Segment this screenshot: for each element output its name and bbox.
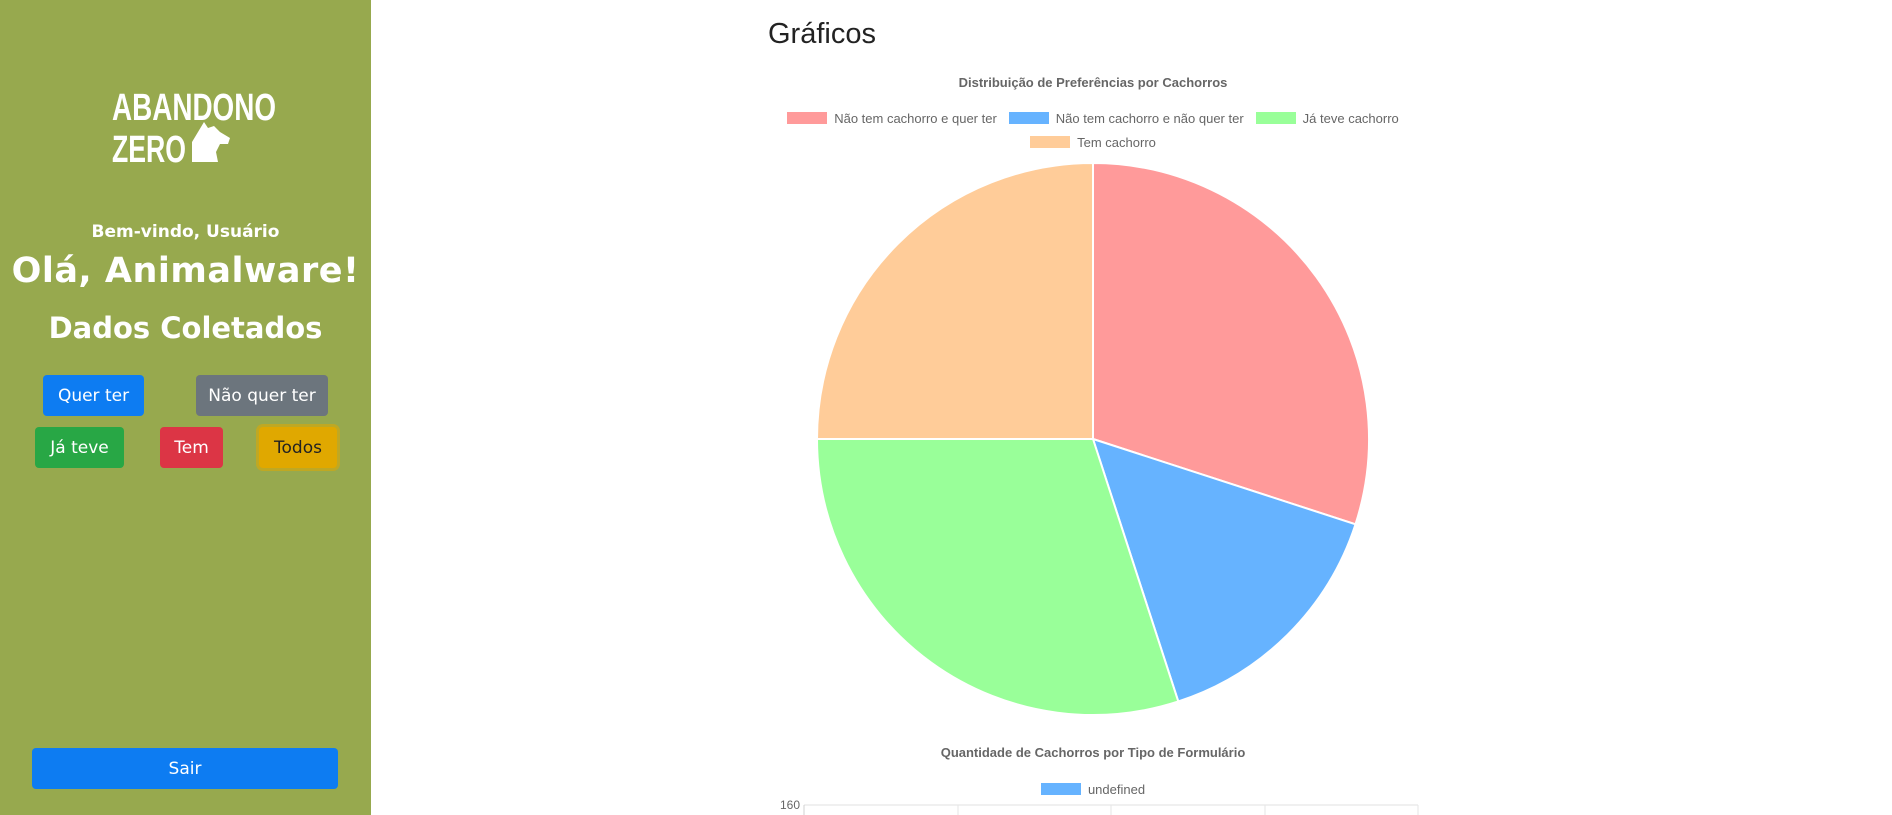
legend-label: Já teve cachorro bbox=[1302, 110, 1399, 126]
page-title: Gráficos bbox=[768, 18, 876, 50]
abandono-zero-logo: ABANDONO ZERO bbox=[112, 87, 276, 166]
pie-chart-title: Distribuição de Preferências por Cachorr… bbox=[958, 75, 1228, 90]
logout-button[interactable]: Sair bbox=[32, 748, 338, 789]
pie-chart bbox=[815, 161, 1370, 716]
legend-item[interactable]: Já teve cachorro bbox=[1255, 110, 1399, 126]
pie-slice[interactable] bbox=[1092, 161, 1370, 526]
legend-label: Não tem cachorro e não quer ter bbox=[1055, 110, 1244, 126]
filter-quer-ter-button[interactable]: Quer ter bbox=[43, 375, 144, 416]
sidebar: ABANDONO ZERO Bem-vindo, Usuário Olá, An… bbox=[0, 0, 371, 815]
pie-slice[interactable] bbox=[1091, 437, 1357, 703]
welcome-text: Bem-vindo, Usuário bbox=[91, 222, 280, 242]
filter-nao-quer-ter-button[interactable]: Não quer ter bbox=[196, 375, 328, 416]
y-tick-label: 160 bbox=[780, 798, 800, 812]
legend-swatch bbox=[1255, 112, 1296, 124]
pie-slice[interactable] bbox=[815, 438, 1180, 716]
legend-swatch bbox=[1030, 136, 1071, 148]
legend-item[interactable]: undefined bbox=[1040, 781, 1146, 797]
legend-label: undefined bbox=[1087, 781, 1146, 797]
legend-label: Tem cachorro bbox=[1077, 134, 1156, 150]
legend-swatch bbox=[1040, 783, 1081, 795]
dog-silhouette-icon bbox=[192, 122, 230, 162]
section-title: Dados Coletados bbox=[48, 311, 323, 345]
legend-swatch bbox=[1008, 112, 1049, 124]
legend-item[interactable]: Tem cachorro bbox=[1030, 135, 1156, 150]
pie-slice[interactable] bbox=[815, 161, 1094, 440]
filter-todos-button[interactable]: Todos bbox=[259, 427, 337, 468]
logo-line1: ABANDONO bbox=[112, 87, 276, 129]
pie-chart-legend: Não tem cachorro e quer ter Não tem cach… bbox=[768, 106, 1418, 154]
legend-item[interactable]: Não tem cachorro e quer ter bbox=[787, 111, 997, 126]
bar-chart-legend: undefined bbox=[768, 777, 1418, 801]
filter-tem-button[interactable]: Tem bbox=[160, 427, 223, 468]
greeting-heading: Olá, Animalware! bbox=[11, 251, 360, 291]
legend-item[interactable]: Não tem cachorro e não quer ter bbox=[1008, 110, 1244, 126]
bar-chart-axis: 160 bbox=[780, 798, 1419, 815]
legend-swatch bbox=[787, 112, 828, 124]
bar-chart-title: Quantidade de Cachorros por Tipo de Form… bbox=[940, 745, 1246, 760]
filter-ja-teve-button[interactable]: Já teve bbox=[35, 427, 124, 468]
logo-line2: ZERO bbox=[112, 129, 186, 166]
legend-label: Não tem cachorro e quer ter bbox=[834, 110, 997, 126]
